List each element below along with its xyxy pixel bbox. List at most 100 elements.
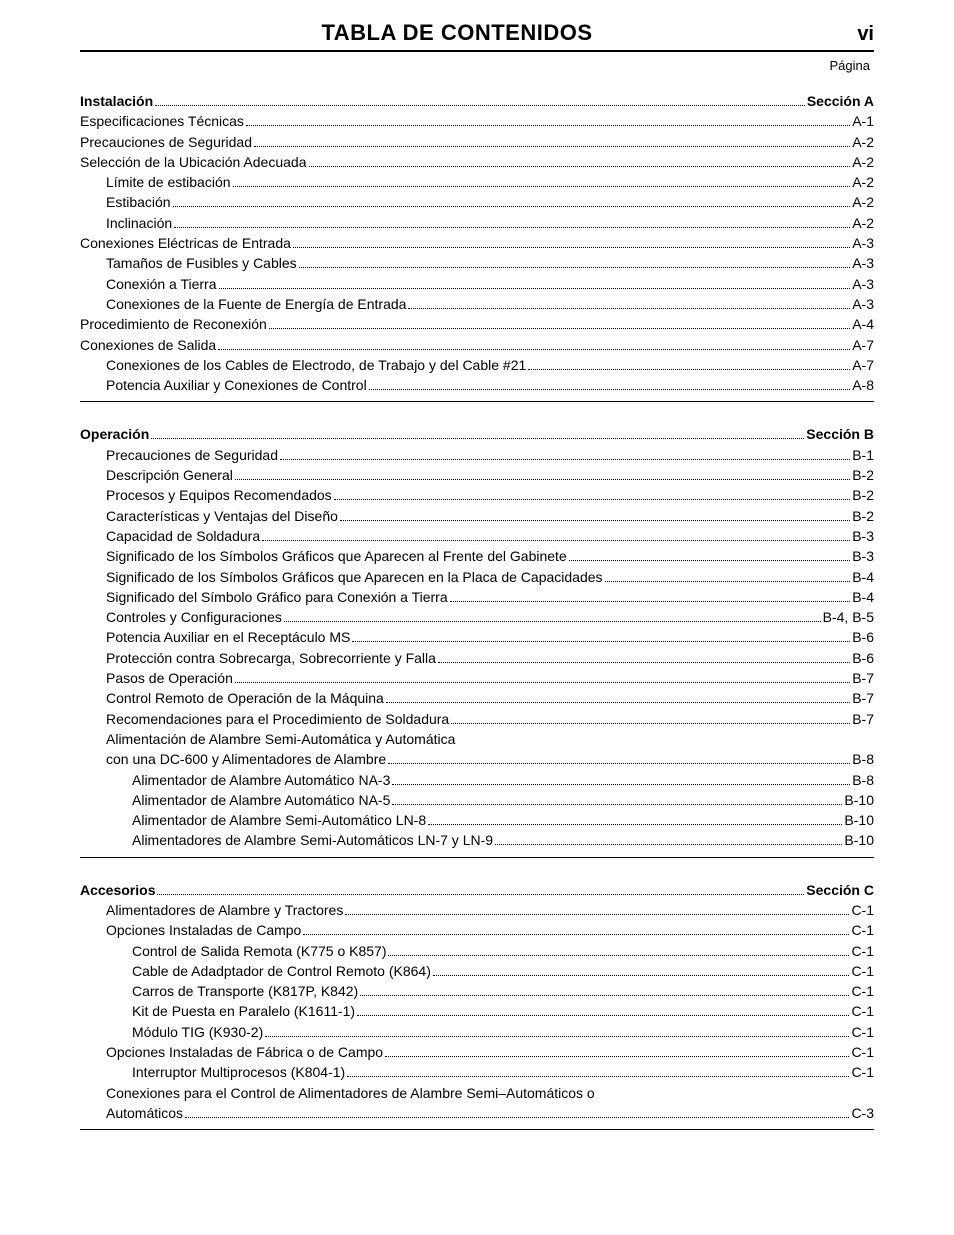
toc-leader-dots	[151, 438, 804, 439]
toc-entry-label: Conexión a Tierra	[106, 274, 217, 294]
toc-entry-page: B-2	[852, 485, 874, 505]
toc-entry-page: C-1	[851, 1001, 874, 1021]
toc-row: Características y Ventajas del Diseño B-2	[80, 506, 874, 526]
toc-row: Opciones Instaladas de CampoC-1	[80, 920, 874, 940]
toc-entry-label: Características y Ventajas del Diseño	[106, 506, 338, 526]
toc-entry-page: A-7	[852, 355, 874, 375]
toc-entry-page: A-4	[852, 314, 874, 334]
toc-entry-page: C-1	[851, 981, 874, 1001]
toc-entry-label: Descripción General	[106, 465, 233, 485]
toc-entry-page: B-4	[852, 567, 874, 587]
toc-entry-label: Potencia Auxiliar en el Receptáculo MS	[106, 627, 350, 647]
toc-entry-label: Precauciones de Seguridad	[106, 445, 278, 465]
toc-row: Potencia Auxiliar y Conexiones de Contro…	[80, 375, 874, 395]
toc-entry-label: Carros de Transporte (K817P, K842)	[132, 981, 358, 1001]
toc-row: InclinaciónA-2	[80, 213, 874, 233]
toc-leader-dots	[262, 540, 850, 541]
toc-row: Interruptor Multiprocesos (K804-1)C-1	[80, 1062, 874, 1082]
toc-leader-dots	[219, 288, 851, 289]
toc-leader-dots	[218, 349, 850, 350]
toc-row: Alimentador de Alambre Automático NA-3B-…	[80, 770, 874, 790]
toc-entry-page: Sección B	[806, 424, 874, 444]
toc-entry-label: Pasos de Operación	[106, 668, 233, 688]
toc-leader-dots	[347, 1076, 849, 1077]
toc-row: Significado de los Símbolos Gráficos que…	[80, 546, 874, 566]
toc-entry-label: Accesorios	[80, 880, 155, 900]
toc-leader-dots	[528, 369, 850, 370]
toc-leader-dots	[280, 459, 850, 460]
toc-leader-dots	[605, 581, 851, 582]
toc-row: Precauciones de SeguridadB-1	[80, 445, 874, 465]
toc-row: Descripción General B-2	[80, 465, 874, 485]
toc-entry-page: A-3	[852, 274, 874, 294]
toc-entry-page: A-2	[852, 213, 874, 233]
toc-entry-page: C-3	[851, 1103, 874, 1123]
toc-row: Conexiones de los Cables de Electrodo, d…	[80, 355, 874, 375]
toc-leader-dots	[155, 105, 805, 106]
page-column-label: Página	[80, 58, 874, 73]
toc-leader-dots	[284, 621, 821, 622]
toc-entry-page: A-2	[852, 152, 874, 172]
toc-entry-label: Conexiones para el Control de Alimentado…	[106, 1083, 595, 1103]
toc-leader-dots	[303, 934, 849, 935]
toc-entry-label: Conexiones Eléctricas de Entrada	[80, 233, 291, 253]
page-number-marker: vi	[834, 23, 874, 46]
toc-entry-page: A-1	[852, 111, 874, 131]
toc-entry-label: Alimentador de Alambre Automático NA-3	[132, 770, 390, 790]
toc-leader-dots	[233, 186, 851, 187]
toc-entry-page: A-2	[852, 192, 874, 212]
toc-entry-page: A-8	[852, 375, 874, 395]
toc-entry-label: Potencia Auxiliar y Conexiones de Contro…	[106, 375, 367, 395]
toc-leader-dots	[254, 146, 850, 147]
toc-entry-page: B-2	[852, 506, 874, 526]
toc-row: Pasos de OperaciónB-7	[80, 668, 874, 688]
toc-entry-label: Control Remoto de Operación de la Máquin…	[106, 688, 384, 708]
toc-row: con una DC-600 y Alimentadores de Alambr…	[80, 749, 874, 769]
toc-entry-label: Kit de Puesta en Paralelo (K1611-1)	[132, 1001, 355, 1021]
toc-row: Tamaños de Fusibles y CablesA-3	[80, 253, 874, 273]
toc-row: Capacidad de SoldaduraB-3	[80, 526, 874, 546]
toc-entry-page: C-1	[851, 900, 874, 920]
toc-entry-label: Alimentador de Alambre Semi-Automático L…	[132, 810, 426, 830]
toc-entry-label: Significado de los Símbolos Gráficos que…	[106, 567, 603, 587]
toc-row: EstibaciónA-2	[80, 192, 874, 212]
toc-entry-label: Control de Salida Remota (K775 o K857)	[132, 941, 386, 961]
toc-leader-dots	[388, 763, 850, 764]
toc-leader-dots	[385, 1056, 849, 1057]
toc-entry-page: A-3	[852, 253, 874, 273]
toc-leader-dots	[173, 206, 851, 207]
toc-row: Alimentadores de Alambre Semi-Automático…	[80, 830, 874, 850]
toc-row: AccesoriosSección C	[80, 880, 874, 900]
toc-entry-page: B-4, B-5	[823, 607, 874, 627]
toc-entry-page: A-2	[852, 172, 874, 192]
toc-entry-label: Opciones Instaladas de Campo	[106, 920, 301, 940]
toc-entry-label: Recomendaciones para el Procedimiento de…	[106, 709, 449, 729]
toc-entry-page: B-3	[852, 526, 874, 546]
toc-leader-dots	[174, 227, 850, 228]
toc-leader-dots	[334, 499, 851, 500]
toc-row: Límite de estibación A-2	[80, 172, 874, 192]
toc-entry-label: Significado del Símbolo Gráfico para Con…	[106, 587, 448, 607]
toc-entry-label: Instalación	[80, 91, 153, 111]
toc-entry-label: Significado de los Símbolos Gráficos que…	[106, 546, 567, 566]
toc-leader-dots	[388, 955, 849, 956]
table-of-contents: InstalaciónSección AEspecificaciones Téc…	[80, 91, 874, 1130]
toc-entry-page: A-7	[852, 335, 874, 355]
page-header: TABLA DE CONTENIDOS vi	[80, 20, 874, 52]
toc-row: Procedimiento de ReconexiónA-4	[80, 314, 874, 334]
toc-leader-dots	[392, 784, 850, 785]
toc-entry-page: B-2	[852, 465, 874, 485]
toc-entry-label: Automáticos	[106, 1103, 183, 1123]
toc-leader-dots	[235, 682, 850, 683]
toc-row: Módulo TIG (K930-2)C-1	[80, 1022, 874, 1042]
toc-row: Carros de Transporte (K817P, K842) C-1	[80, 981, 874, 1001]
toc-row: Control Remoto de Operación de la Máquin…	[80, 688, 874, 708]
toc-entry-label: Protección contra Sobrecarga, Sobrecorri…	[106, 648, 436, 668]
toc-section: InstalaciónSección AEspecificaciones Téc…	[80, 91, 874, 395]
toc-entry-page: B-8	[852, 749, 874, 769]
toc-entry-label: Límite de estibación	[106, 172, 231, 192]
toc-row: Alimentador de Alambre Automático NA-5B-…	[80, 790, 874, 810]
toc-entry-page: C-1	[851, 1022, 874, 1042]
toc-row: Conexiones Eléctricas de EntradaA-3	[80, 233, 874, 253]
section-divider	[80, 1129, 874, 1130]
